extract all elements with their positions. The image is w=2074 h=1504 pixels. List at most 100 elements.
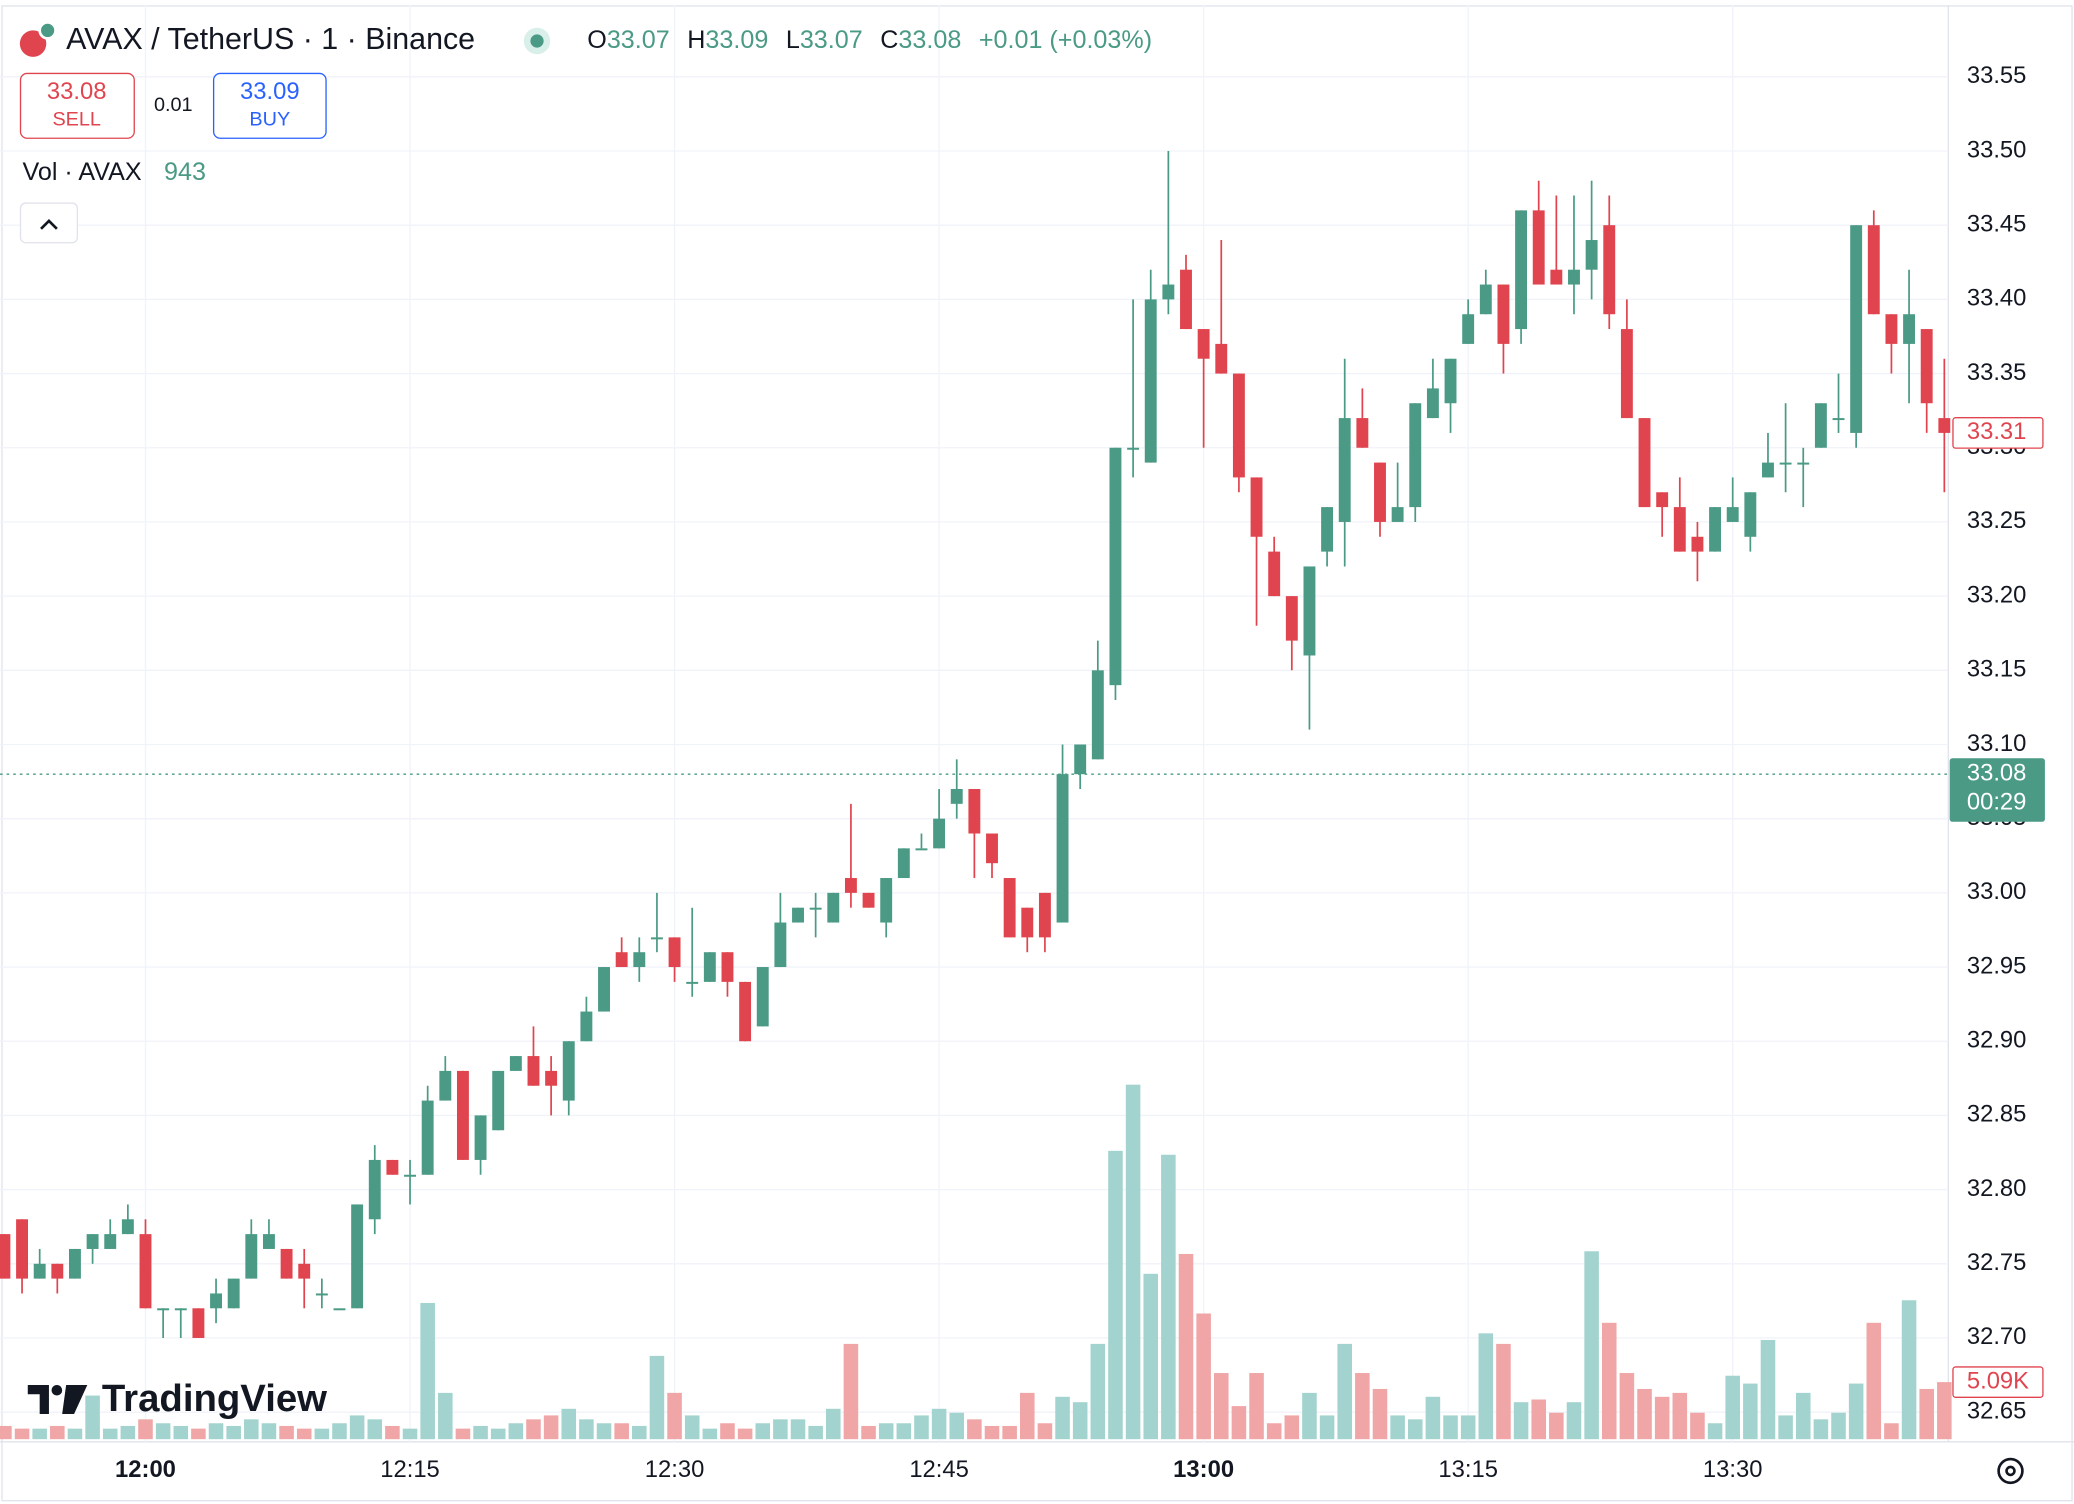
candle-body xyxy=(686,981,699,984)
volume-bar xyxy=(1654,1396,1670,1440)
candle-body xyxy=(1850,225,1863,433)
volume-pane xyxy=(0,1084,1952,1440)
volume-bar xyxy=(0,1425,12,1440)
candle-body xyxy=(862,892,875,908)
candle-body xyxy=(1303,566,1316,656)
volume-bar xyxy=(1795,1392,1811,1440)
volume-bar xyxy=(737,1428,753,1440)
buy-price[interactable]: 33.09 xyxy=(240,78,300,105)
spread: 0.01 xyxy=(154,94,193,116)
settings-button[interactable] xyxy=(1997,1457,2024,1485)
logo-mark-3 xyxy=(62,1384,88,1415)
candle-body xyxy=(1903,314,1916,344)
candle-body xyxy=(633,952,646,968)
buy-button[interactable]: 33.09 BUY xyxy=(212,72,327,139)
candle-body xyxy=(280,1248,293,1279)
volume-bar xyxy=(1531,1399,1546,1440)
chevron[interactable] xyxy=(40,219,58,230)
volume-bar xyxy=(1284,1415,1300,1440)
candle-body xyxy=(615,952,628,968)
candles xyxy=(0,151,1951,1338)
gear-center[interactable] xyxy=(2005,1465,2016,1477)
candle-body xyxy=(1515,210,1528,330)
candle-body xyxy=(1867,225,1880,315)
volume-bar xyxy=(1213,1373,1229,1440)
volume-bar xyxy=(349,1415,365,1440)
volume-bar xyxy=(949,1412,965,1440)
volume-bar xyxy=(826,1408,841,1440)
candle-body xyxy=(1726,507,1739,522)
volume-bar xyxy=(85,1395,100,1440)
volume-bar xyxy=(1566,1402,1582,1440)
candle-body xyxy=(51,1263,64,1279)
candle-body xyxy=(1656,492,1669,508)
volume-bar xyxy=(32,1428,47,1440)
sell-label[interactable]: SELL xyxy=(52,109,101,131)
y-tick-label: 32.75 xyxy=(1967,1249,2027,1276)
volume-bar xyxy=(1372,1388,1388,1440)
gear[interactable] xyxy=(1997,1457,2024,1485)
y-tick-label: 33.50 xyxy=(1967,136,2027,163)
volume-bar xyxy=(102,1428,118,1440)
sell-button[interactable]: 33.08 SELL xyxy=(19,72,135,139)
candle-body xyxy=(1585,240,1598,270)
candle-body xyxy=(756,967,769,1027)
candle-body xyxy=(1762,462,1774,478)
candle-body xyxy=(86,1234,99,1249)
logo: TradingView xyxy=(27,1377,327,1420)
x-tick-label: 12:30 xyxy=(645,1456,705,1483)
candle-body xyxy=(1321,507,1334,552)
volume-bar xyxy=(1249,1373,1264,1440)
candle-body xyxy=(1603,225,1616,315)
candle-body xyxy=(1744,492,1757,537)
candle-body xyxy=(1814,403,1827,448)
h-value: 33.09 xyxy=(705,26,768,54)
volume-bar xyxy=(1178,1253,1194,1440)
y-tick-label: 32.95 xyxy=(1967,952,2027,979)
candle-body xyxy=(157,1308,170,1311)
buy-label[interactable]: BUY xyxy=(249,109,290,131)
candle-body xyxy=(192,1308,205,1338)
volume-bar xyxy=(1884,1423,1899,1440)
volume-bar xyxy=(1425,1396,1441,1440)
frame xyxy=(1,5,2073,1502)
volume-bar xyxy=(1072,1402,1088,1440)
candle-body xyxy=(1620,329,1633,419)
candle-body xyxy=(1285,596,1298,641)
buy-box[interactable] xyxy=(212,72,327,139)
volume-bar xyxy=(67,1428,83,1440)
candle-body xyxy=(16,1219,29,1279)
volume-bar xyxy=(1690,1412,1705,1440)
sell-price[interactable]: 33.08 xyxy=(47,78,107,105)
volume-bar xyxy=(120,1425,136,1440)
candle-body xyxy=(315,1293,328,1296)
candle-body xyxy=(492,1070,505,1131)
volume-tag xyxy=(1952,1366,2044,1398)
volume-bar xyxy=(1725,1375,1740,1440)
candle-body xyxy=(950,789,963,804)
collapse-box[interactable] xyxy=(19,202,79,244)
volume-bar xyxy=(931,1408,947,1440)
candle-body xyxy=(1003,878,1016,938)
volume-bar xyxy=(596,1423,612,1440)
price-axis: 32.65 32.70 32.75 32.80 32.85 32.90 32.95 33.00… xyxy=(0,62,2045,1424)
y-tick-label: 32.70 xyxy=(1967,1323,2027,1350)
candle-body xyxy=(1832,418,1845,421)
volume-bar xyxy=(1813,1419,1829,1440)
candle-body xyxy=(227,1278,240,1309)
candle-body xyxy=(809,907,822,910)
candle-body xyxy=(915,848,928,851)
volume-bar xyxy=(490,1428,506,1440)
candle-body xyxy=(1779,462,1792,465)
candle-body xyxy=(703,952,716,982)
collapse-button[interactable] xyxy=(19,202,79,244)
candle-body xyxy=(580,1011,593,1042)
volume-bar xyxy=(1778,1415,1793,1440)
candle-body xyxy=(245,1234,258,1279)
close-tag xyxy=(1952,417,2044,449)
volume-bar xyxy=(1125,1084,1141,1440)
x-tick-label: 12:15 xyxy=(380,1456,440,1483)
sell-box[interactable] xyxy=(19,72,135,139)
candle-body xyxy=(1938,418,1951,433)
